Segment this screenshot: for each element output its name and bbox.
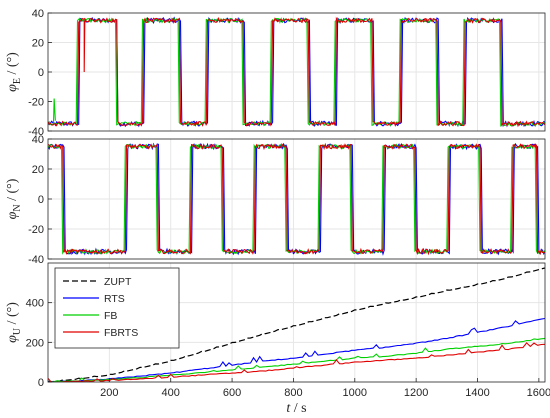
y-axis-label: φN / (°) [5,178,23,219]
axes-frame-0 [47,12,546,132]
y-tick-label: -40 [28,126,44,138]
x-tick-label: 1000 [343,387,367,399]
y-tick-label: 400 [26,298,44,310]
y-tick-label: -40 [28,254,44,266]
y-tick-label: 40 [32,134,44,146]
x-tick-label: 800 [284,387,302,399]
trace-U-zupt [48,267,545,382]
x-tick-label: 600 [223,387,241,399]
axes-frame-1 [47,138,546,260]
y-tick-label: 20 [32,38,44,50]
trace-U-rts [48,317,545,382]
legend-label-zupt: ZUPT [104,276,132,288]
y-axis-label: φE / (°) [5,52,23,92]
x-tick-label: 1600 [527,387,550,399]
y-tick-label: -20 [28,97,44,109]
y-tick-label: 0 [38,377,44,389]
y-tick-label: 200 [26,337,44,349]
x-tick-label: 1400 [465,387,489,399]
x-tick-label: 200 [100,387,118,399]
legend-label-rts: RTS [104,293,125,305]
x-axis-label: t / s [286,401,306,416]
panel-1: -40 -20 0 20 40 φN / (°) [5,134,545,266]
trace-U-fbrts [48,342,545,382]
y-tick-label: 40 [32,8,44,20]
y-axis-label: φU / (°) [5,302,23,343]
trace-U-fb [48,337,545,382]
y-tick-label: 0 [38,194,44,206]
trace-E-fbrts [48,16,545,128]
legend-label-fbrts: FBRTS [104,327,138,339]
x-tick-label: 400 [162,387,180,399]
axes-frame-2 [47,262,546,383]
y-tick-label: -20 [28,224,44,236]
y-tick-label: 0 [38,67,44,79]
x-tick-label: 1200 [404,387,428,399]
legend-label-fb: FB [104,310,117,322]
trace-N-fbrts [48,142,545,256]
trace-E-spike-fb [52,98,56,123]
legend: ZUPT RTS FB FBRTS [54,267,180,349]
y-tick-label: 20 [32,164,44,176]
trace-E-spike [83,20,86,73]
